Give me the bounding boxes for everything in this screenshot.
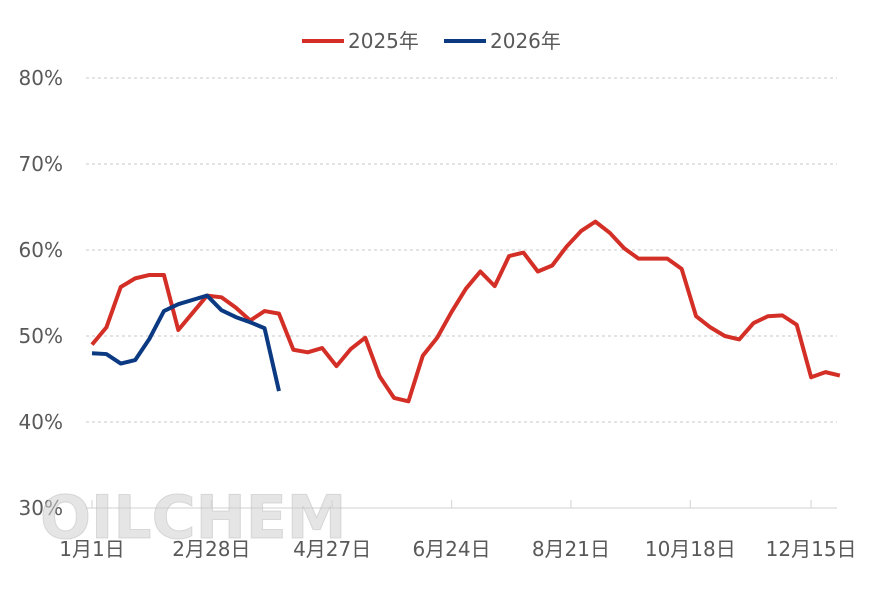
x-tick-label: 10月18日	[645, 537, 736, 561]
x-tick-label: 6月24日	[412, 537, 490, 561]
x-tick-label: 12月15日	[766, 537, 857, 561]
y-tick-label: 40%	[19, 410, 63, 434]
series-line-2	[91, 293, 281, 392]
x-tick-label: 2月28日	[172, 537, 250, 561]
x-axis-tick-labels: 1月1日 2月28日 4月27日 6月24日 8月21日 10月18日 12月15日	[59, 537, 856, 561]
x-tick-label: 8月21日	[532, 537, 610, 561]
y-tick-label: 80%	[19, 66, 63, 90]
legend: 2025年 2026年	[302, 29, 561, 53]
legend-label: 2025年	[348, 29, 419, 53]
y-tick-label: 30%	[19, 496, 63, 520]
x-axis	[86, 500, 837, 509]
series-line-1	[90, 219, 841, 404]
oilchem-watermark: OILCHEM	[40, 483, 347, 553]
gridlines	[86, 77, 837, 423]
y-axis-tick-labels: 30% 40% 50% 60% 70% 80%	[19, 66, 63, 520]
legend-label: 2026年	[490, 29, 561, 53]
series-lines	[90, 219, 841, 404]
x-tick-label: 1月1日	[59, 537, 124, 561]
y-tick-label: 50%	[19, 324, 63, 348]
x-tick-label: 4月27日	[293, 537, 371, 561]
y-tick-label: 70%	[19, 152, 63, 176]
y-tick-label: 60%	[19, 238, 63, 262]
